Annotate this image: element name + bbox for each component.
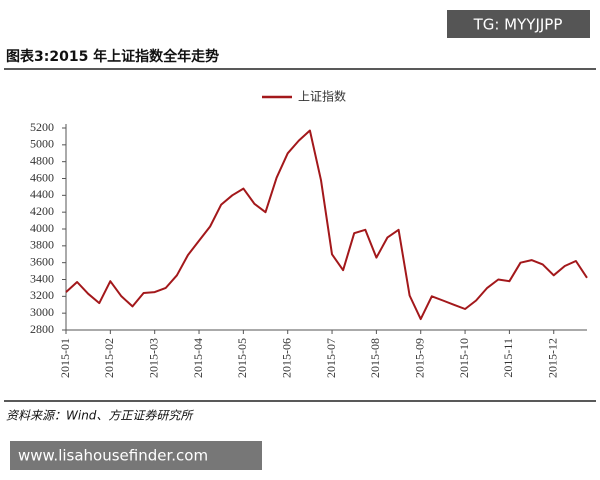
x-tick-label: 2015-06 xyxy=(279,338,293,378)
x-tick-label: 2015-12 xyxy=(545,338,559,378)
x-tick-label: 2015-03 xyxy=(146,338,160,378)
y-tick-label: 4800 xyxy=(30,153,54,167)
x-tick-label: 2015-05 xyxy=(235,338,249,378)
watermark: www.lisahousefinder.com xyxy=(18,447,208,465)
x-tick-label: 2015-11 xyxy=(501,338,515,378)
x-tick-label: 2015-02 xyxy=(102,338,116,378)
y-tick-label: 5200 xyxy=(30,120,54,134)
y-tick-label: 4200 xyxy=(30,204,54,218)
y-tick-label: 4400 xyxy=(30,187,54,201)
x-tick-label: 2015-07 xyxy=(324,338,338,378)
y-tick-label: 3800 xyxy=(30,238,54,252)
y-tick-label: 3600 xyxy=(30,254,54,268)
y-tick-label: 3200 xyxy=(30,288,54,302)
y-tick-label: 3400 xyxy=(30,271,54,285)
x-tick-label: 2015-08 xyxy=(368,338,382,378)
series-line xyxy=(65,129,588,321)
x-tick-label: 2015-10 xyxy=(457,338,471,378)
y-tick-label: 5000 xyxy=(30,137,54,151)
legend-label: 上证指数 xyxy=(298,89,346,104)
y-tick-label: 3000 xyxy=(30,305,54,319)
watermark: TG: MYYJJPP xyxy=(473,16,563,34)
x-tick-label: 2015-09 xyxy=(412,338,426,378)
chart-title: 图表3:2015 年上证指数全年走势 xyxy=(6,48,219,65)
watermark-box xyxy=(10,441,262,470)
y-tick-label: 4600 xyxy=(30,170,54,184)
source: 资料来源：Wind、方正证券研究所 xyxy=(6,409,194,423)
x-tick-label: 2015-04 xyxy=(191,338,205,378)
watermark-box xyxy=(447,10,590,38)
x-tick-label: 2015-01 xyxy=(58,338,72,378)
y-tick-label: 2800 xyxy=(30,322,54,336)
y-tick-label: 4000 xyxy=(30,221,54,235)
